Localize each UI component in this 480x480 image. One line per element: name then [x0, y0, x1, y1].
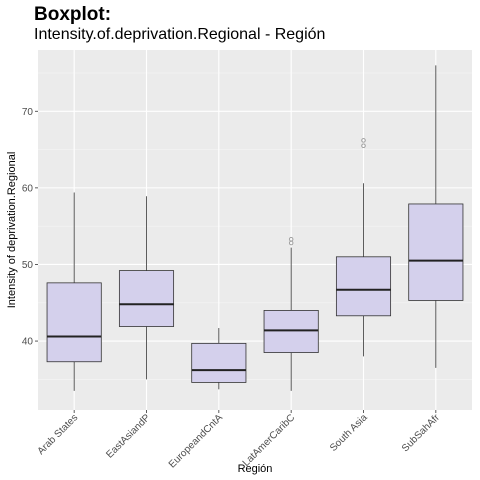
box-iqr: [46, 282, 102, 363]
box-iqr: [335, 256, 392, 317]
box-iqr: [263, 310, 319, 353]
y-tick-label: 60: [22, 183, 34, 194]
y-tick-label: 70: [22, 107, 34, 118]
box-arab-states: [46, 192, 102, 391]
chart-title: Boxplot:: [34, 4, 112, 25]
outlier-point: [361, 143, 366, 148]
plot-panel: [38, 50, 472, 410]
y-axis-title: Intensity of deprivation.Regional: [6, 152, 18, 309]
x-tick-label: LatAmerCaribC: [241, 412, 298, 469]
box-europeandcnta: [191, 328, 247, 390]
box-iqr: [191, 342, 247, 383]
x-tick-label: EuropeandCntA: [167, 412, 225, 470]
outlier-point: [288, 236, 294, 242]
y-axis-ticks: 40 50 60 70: [22, 107, 38, 348]
x-axis-title: Región: [238, 463, 273, 475]
x-tick-label: South Asia: [328, 412, 370, 454]
boxes-layer: [46, 65, 464, 391]
box-south-asia: [335, 138, 392, 357]
outlier-point: [361, 138, 366, 143]
box-iqr: [118, 270, 175, 327]
chart-subtitle: Intensity.of.deprivation.Regional - Regi…: [34, 26, 326, 43]
x-tick-label: Arab States: [36, 412, 81, 457]
x-tick-label: SubSahAfr: [400, 412, 442, 454]
x-tick-label: EastAsiandP: [104, 412, 152, 460]
box-iqr: [408, 203, 464, 301]
y-tick-label: 40: [22, 337, 34, 348]
box-subsahafr: [408, 65, 464, 368]
y-tick-label: 50: [22, 260, 34, 271]
box-latamercaribc: [263, 236, 319, 391]
x-axis-ticks: Arab States EastAsiandP EuropeandCntA LatAm…: [36, 410, 442, 470]
box-eastasiandp: [118, 196, 175, 380]
